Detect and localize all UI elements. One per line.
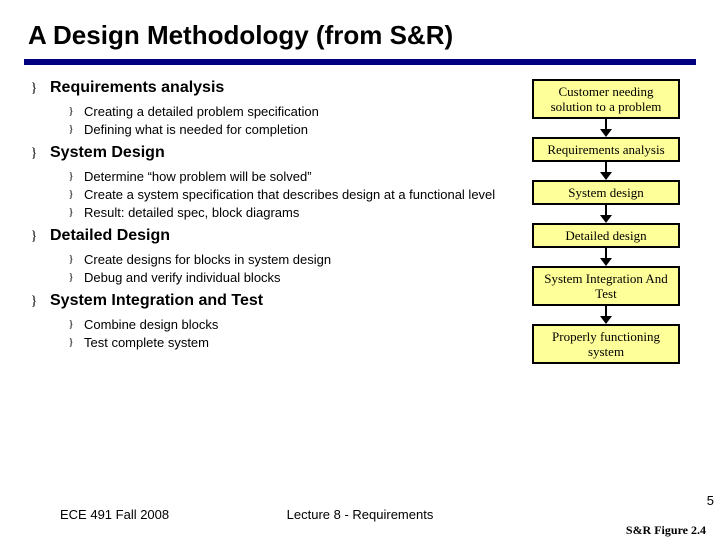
flow-box-system-design: System design xyxy=(532,180,680,205)
flowchart: Customer needing solution to a problem R… xyxy=(520,79,692,364)
bullet-icon: } xyxy=(66,103,76,120)
bullet-icon: } xyxy=(66,251,76,268)
bullet-icon: } xyxy=(28,79,40,99)
section-title: Detailed Design xyxy=(50,227,170,245)
arrow-down-icon xyxy=(600,205,612,223)
sub-item-text: Result: detailed spec, block diagrams xyxy=(84,204,299,221)
sub-item-text: Test complete system xyxy=(84,334,209,351)
flow-box-customer: Customer needing solution to a problem xyxy=(532,79,680,119)
bullet-content: } Requirements analysis } Creating a deta… xyxy=(28,79,512,364)
sub-item-text: Defining what is needed for completion xyxy=(84,121,308,138)
flow-box-requirements: Requirements analysis xyxy=(532,137,680,162)
bullet-icon: } xyxy=(66,121,76,138)
arrow-down-icon xyxy=(600,162,612,180)
page-number: 5 xyxy=(707,493,714,508)
arrow-down-icon xyxy=(600,119,612,137)
flow-box-result: Properly functioning system xyxy=(532,324,680,364)
slide-title: A Design Methodology (from S&R) xyxy=(28,20,692,51)
flow-box-integration: System Integration And Test xyxy=(532,266,680,306)
bullet-icon: } xyxy=(66,168,76,185)
sub-item-text: Determine “how problem will be solved” xyxy=(84,168,312,185)
footer-left: ECE 491 Fall 2008 xyxy=(60,507,169,522)
bullet-icon: } xyxy=(66,334,76,351)
bullet-icon: } xyxy=(28,292,40,312)
section-system-design: } System Design } Determine “how problem … xyxy=(28,144,508,221)
section-title: System Design xyxy=(50,144,165,162)
sub-item-text: Debug and verify individual blocks xyxy=(84,269,281,286)
arrow-down-icon xyxy=(600,248,612,266)
section-title: System Integration and Test xyxy=(50,292,263,310)
title-rule xyxy=(24,59,696,65)
bullet-icon: } xyxy=(66,269,76,286)
section-title: Requirements analysis xyxy=(50,79,224,97)
slide-footer: ECE 491 Fall 2008 Lecture 8 - Requiremen… xyxy=(0,507,720,522)
sub-item-text: Combine design blocks xyxy=(84,316,218,333)
arrow-down-icon xyxy=(600,306,612,324)
bullet-icon: } xyxy=(66,204,76,221)
sub-item-text: Creating a detailed problem specificatio… xyxy=(84,103,319,120)
bullet-icon: } xyxy=(66,316,76,333)
flow-box-detailed-design: Detailed design xyxy=(532,223,680,248)
footer-center: Lecture 8 - Requirements xyxy=(287,507,434,522)
bullet-icon: } xyxy=(28,144,40,164)
section-requirements: } Requirements analysis } Creating a deta… xyxy=(28,79,508,138)
sub-item-text: Create designs for blocks in system desi… xyxy=(84,251,331,268)
section-detailed-design: } Detailed Design } Create designs for bl… xyxy=(28,227,508,286)
sub-item-text: Create a system specification that descr… xyxy=(84,186,495,203)
figure-caption: S&R Figure 2.4 xyxy=(626,523,706,538)
section-integration-test: } System Integration and Test } Combine d… xyxy=(28,292,508,351)
bullet-icon: } xyxy=(66,186,76,203)
bullet-icon: } xyxy=(28,227,40,247)
